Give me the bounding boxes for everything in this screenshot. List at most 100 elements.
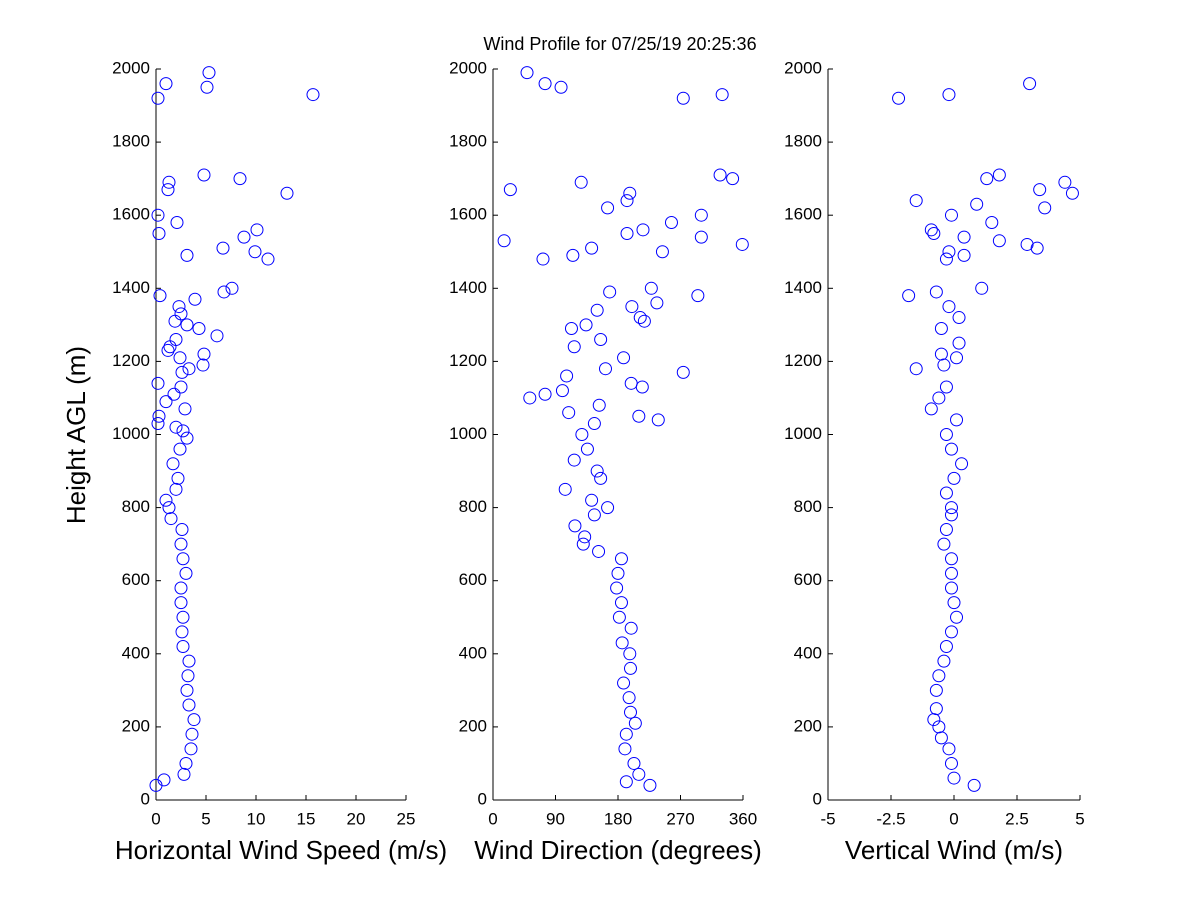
point [957, 248, 971, 262]
point [939, 486, 953, 500]
point [942, 300, 956, 314]
point [614, 552, 628, 566]
point [611, 566, 625, 580]
point [902, 289, 916, 303]
point [632, 409, 646, 423]
y-tick-label: 600 [122, 570, 150, 589]
x-axis-label: Vertical Wind (m/s) [845, 835, 1063, 865]
point [942, 742, 956, 756]
y-tick-label: 1000 [784, 424, 822, 443]
point [617, 351, 631, 365]
point [655, 245, 669, 259]
point [944, 756, 958, 770]
point [603, 285, 617, 299]
point [932, 720, 946, 734]
point [210, 329, 224, 343]
point [184, 742, 198, 756]
point [576, 537, 590, 551]
x-tick-label: 2.5 [1005, 809, 1029, 828]
chart-title: Wind Profile for 07/25/19 20:25:36 [483, 34, 756, 54]
x-tick-label: 15 [297, 809, 316, 828]
point [151, 91, 165, 105]
point [937, 654, 951, 668]
point [622, 691, 636, 705]
point [558, 482, 572, 496]
point [555, 384, 569, 398]
point [735, 237, 749, 251]
point [560, 369, 574, 383]
point [950, 413, 964, 427]
point [909, 194, 923, 208]
point [225, 281, 239, 295]
point [624, 705, 637, 719]
point [200, 80, 214, 94]
point [726, 172, 740, 186]
point [185, 727, 199, 741]
y-tick-label: 0 [813, 789, 822, 808]
point [947, 771, 961, 785]
point [152, 409, 166, 423]
point [628, 716, 642, 730]
x-axis-label: Wind Direction (degrees) [474, 835, 762, 865]
y-tick-label: 1800 [112, 132, 150, 151]
point [970, 197, 984, 211]
point [644, 281, 658, 295]
point [306, 88, 320, 102]
point [980, 172, 994, 186]
point [927, 226, 941, 240]
point [162, 501, 176, 515]
y-tick-label: 0 [478, 789, 487, 808]
point [617, 676, 631, 690]
point [975, 281, 989, 295]
point [909, 362, 923, 376]
y-tick-label: 0 [141, 789, 150, 808]
point [944, 208, 958, 222]
point [161, 343, 175, 357]
point [623, 647, 637, 661]
point [623, 186, 637, 200]
y-tick-label: 400 [459, 643, 487, 662]
y-tick-label: 2000 [112, 58, 150, 77]
point [152, 226, 166, 240]
y-tick-label: 1400 [784, 278, 822, 297]
point [178, 402, 192, 416]
point [192, 322, 206, 336]
point [924, 223, 938, 237]
point [202, 66, 216, 80]
point [592, 544, 606, 558]
x-tick-label: 0 [949, 809, 958, 828]
point [939, 523, 953, 537]
y-tick-label: 600 [794, 570, 822, 589]
point [1038, 201, 1052, 215]
y-tick-label: 1600 [112, 205, 150, 224]
point [643, 778, 657, 792]
point [197, 347, 211, 361]
point [164, 512, 178, 526]
point [566, 248, 580, 262]
point [180, 683, 194, 697]
point [250, 223, 264, 237]
point [172, 300, 186, 314]
point [929, 702, 943, 716]
y-tick-label: 600 [459, 570, 487, 589]
y-tick-label: 200 [122, 716, 150, 735]
point [580, 442, 594, 456]
point [575, 428, 589, 441]
point [182, 654, 196, 668]
point [174, 581, 188, 595]
point [691, 289, 705, 303]
point [592, 398, 606, 412]
point [175, 523, 189, 537]
point [187, 713, 201, 727]
y-tick-label: 1800 [784, 132, 822, 151]
point [694, 208, 708, 222]
y-tick-label: 1600 [449, 205, 487, 224]
point [627, 756, 641, 770]
point [180, 318, 194, 332]
point [952, 311, 966, 325]
point [280, 186, 294, 200]
point [636, 223, 650, 237]
y-tick-label: 800 [122, 497, 150, 516]
point [944, 552, 958, 566]
point [520, 66, 534, 80]
